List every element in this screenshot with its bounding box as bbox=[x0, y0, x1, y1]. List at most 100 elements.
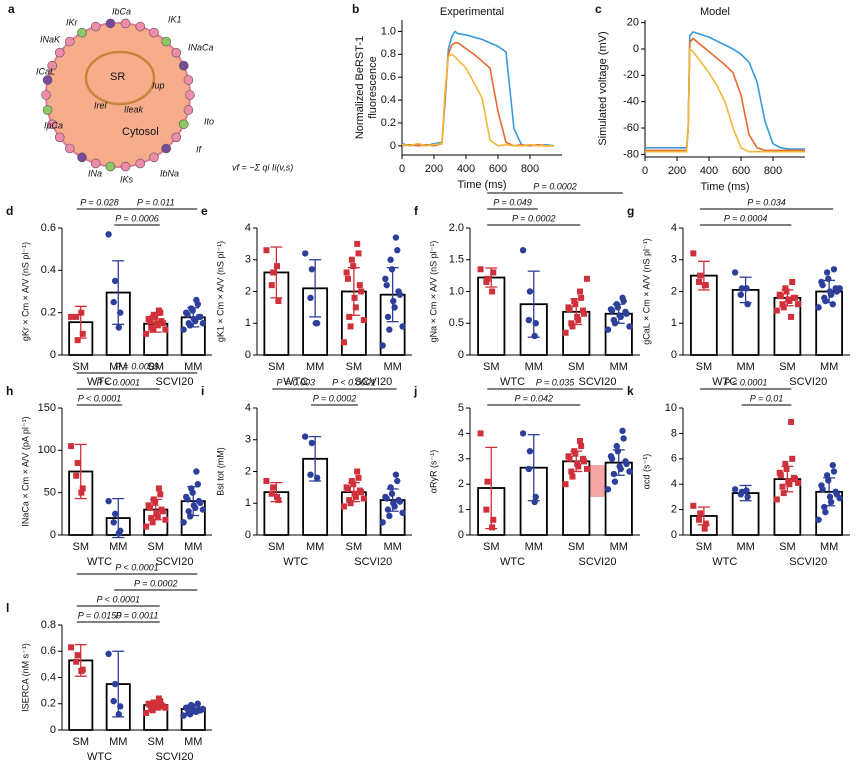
x-tick-label: SM bbox=[779, 361, 796, 373]
data-point bbox=[268, 282, 275, 289]
data-point bbox=[525, 465, 533, 473]
data-point bbox=[789, 278, 796, 285]
x-tick-label: MM bbox=[306, 541, 324, 553]
y-tick-label: 0 bbox=[458, 349, 464, 361]
x-tick-label: SM bbox=[148, 736, 165, 748]
data-point bbox=[395, 496, 402, 504]
data-point bbox=[565, 453, 572, 460]
y-tick-label: 3 bbox=[245, 434, 251, 446]
p-value: P < 0.0001 bbox=[115, 562, 158, 572]
p-value: P = 0.011 bbox=[137, 197, 175, 207]
error-bar bbox=[570, 298, 583, 326]
data-point bbox=[825, 275, 832, 282]
y-tick-label: 4 bbox=[245, 222, 251, 234]
x-tick-label: MM bbox=[184, 361, 202, 373]
data-point bbox=[387, 256, 394, 263]
channel bbox=[47, 60, 58, 71]
data-point bbox=[270, 269, 277, 276]
error-bar bbox=[149, 314, 162, 333]
y-tick-label: 2 bbox=[458, 478, 464, 490]
error-bar bbox=[823, 279, 836, 304]
data-point bbox=[818, 278, 825, 286]
error-bar bbox=[612, 303, 625, 324]
y-tick-label: 0.2 bbox=[41, 307, 56, 319]
data-point bbox=[568, 320, 575, 327]
data-point bbox=[182, 309, 190, 316]
data-point bbox=[73, 658, 80, 665]
x-tick-label: 200 bbox=[425, 163, 443, 175]
data-point bbox=[773, 496, 780, 503]
data-point bbox=[386, 326, 393, 333]
error-bar bbox=[570, 450, 583, 473]
data-point bbox=[578, 443, 585, 450]
error-bar bbox=[112, 260, 125, 325]
group-label: SCVI20 bbox=[156, 556, 194, 568]
error-bar bbox=[386, 267, 399, 323]
label: Cytosol bbox=[122, 126, 159, 138]
data-point bbox=[263, 478, 270, 485]
error-bar bbox=[612, 449, 625, 476]
data-point bbox=[622, 308, 629, 316]
data-point bbox=[779, 483, 786, 490]
series-line bbox=[645, 30, 805, 150]
x-tick-label: MM bbox=[525, 541, 543, 553]
data-point bbox=[697, 510, 704, 517]
channel bbox=[178, 60, 189, 71]
data-point bbox=[111, 277, 119, 285]
data-point bbox=[697, 272, 704, 279]
y-tick-label: 0.4 bbox=[41, 264, 56, 276]
group-label: WTC bbox=[87, 376, 112, 388]
x-axis-label: Time (ms) bbox=[457, 179, 506, 191]
data-point bbox=[312, 320, 319, 327]
chart-title: Model bbox=[700, 6, 730, 18]
data-point bbox=[815, 304, 822, 311]
label: INaK bbox=[40, 34, 61, 44]
data-point bbox=[626, 468, 633, 475]
y-tick-label: 1 bbox=[458, 504, 464, 516]
p-value: P < 0.0001 bbox=[97, 594, 140, 604]
y-tick-label: 0 bbox=[245, 349, 251, 361]
p-value: P < 0.0001 bbox=[78, 393, 121, 403]
error-bar bbox=[74, 443, 87, 500]
data-point bbox=[581, 310, 588, 317]
data-point bbox=[571, 298, 578, 305]
data-point bbox=[616, 312, 623, 319]
data-point bbox=[73, 313, 80, 320]
data-point bbox=[821, 503, 828, 511]
data-point bbox=[308, 439, 316, 447]
data-point bbox=[307, 471, 314, 478]
data-point bbox=[68, 443, 75, 450]
p-value: P = 0.0002 bbox=[512, 213, 555, 223]
y-tick-label: 0 bbox=[50, 529, 56, 541]
channel bbox=[135, 21, 146, 32]
data-point bbox=[344, 275, 351, 282]
x-tick-label: 600 bbox=[489, 163, 507, 175]
label: IpCa bbox=[44, 120, 63, 130]
data-point bbox=[347, 323, 354, 330]
data-point bbox=[562, 329, 569, 336]
y-tick-label: 3 bbox=[245, 254, 251, 266]
data-point bbox=[185, 508, 192, 515]
y-tick-label: 0 bbox=[671, 349, 677, 361]
data-point bbox=[105, 650, 112, 658]
x-tick-label: SM bbox=[268, 541, 285, 553]
p-value: P = 0.042 bbox=[515, 393, 553, 403]
x-tick-label: MM bbox=[610, 541, 628, 553]
data-point bbox=[484, 275, 491, 282]
data-point bbox=[384, 313, 392, 321]
channel bbox=[120, 161, 131, 172]
data-point bbox=[392, 471, 400, 478]
data-point bbox=[150, 699, 157, 706]
error-bar bbox=[309, 435, 322, 482]
data-point bbox=[74, 337, 81, 344]
data-point bbox=[356, 282, 363, 289]
data-point bbox=[111, 680, 119, 688]
y-tick-label: 1 bbox=[671, 317, 677, 329]
y-tick-label: 0.2 bbox=[41, 698, 56, 710]
data-point bbox=[569, 323, 576, 330]
y-tick-label: 3 bbox=[671, 254, 677, 266]
x-tick-label: 0 bbox=[399, 163, 405, 175]
y-tick-label: 0.8 bbox=[41, 619, 56, 631]
y-axis-label: gK1 × Cm × A/V (nS pl⁻¹) bbox=[215, 241, 225, 342]
data-point bbox=[382, 493, 389, 501]
